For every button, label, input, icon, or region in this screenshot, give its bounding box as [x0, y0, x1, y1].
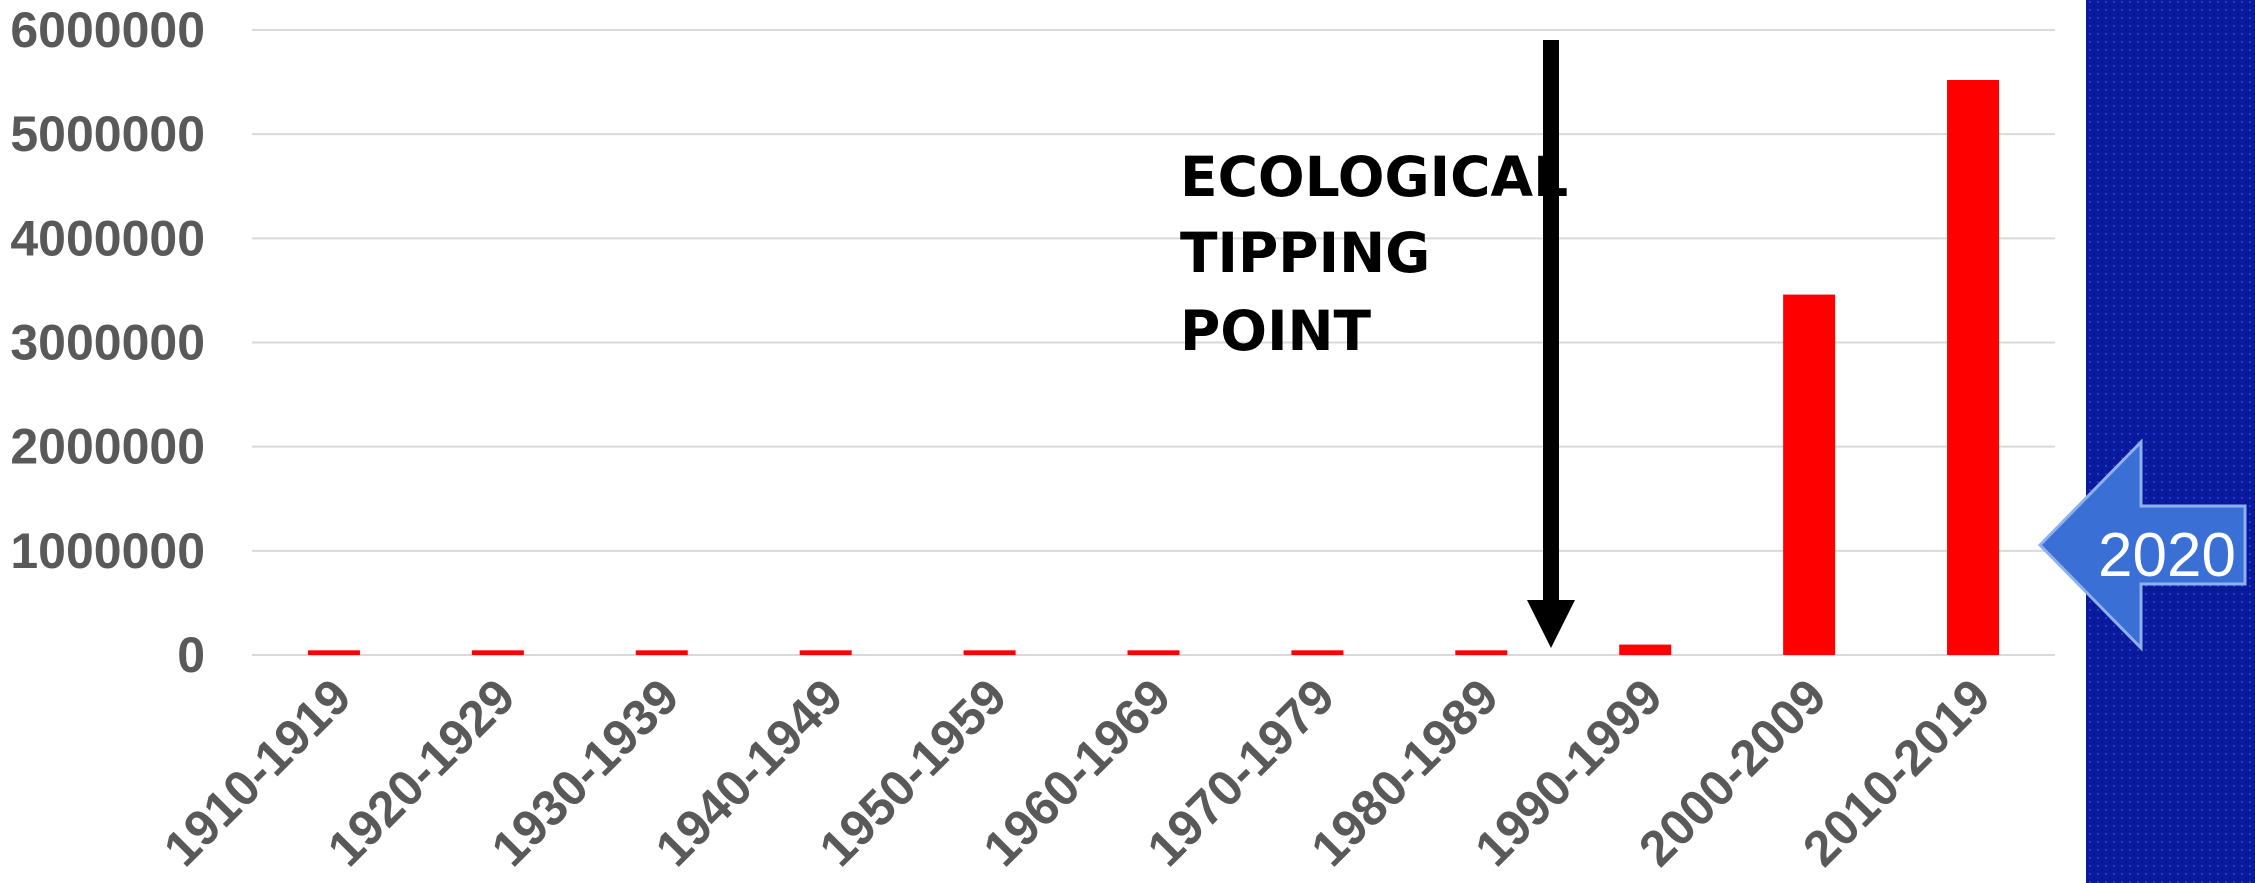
bars — [307, 80, 2000, 655]
year-badge-label: 2020 — [2098, 521, 2236, 590]
bar-1950-1959 — [963, 650, 1016, 655]
tipping-point-annotation: ECOLOGICAL TIPPING POINT — [1180, 40, 1575, 648]
y-tick-label: 6000000 — [10, 2, 205, 58]
annotation-line-1: ECOLOGICAL — [1180, 145, 1568, 209]
annotation-line-2: TIPPING — [1180, 221, 1430, 285]
gridlines — [252, 29, 2055, 656]
bar-1990-1999 — [1619, 644, 1672, 655]
y-tick-label: 0 — [177, 627, 205, 683]
year-badge-arrow — [2037, 438, 2247, 652]
bar-1930-1939 — [635, 650, 688, 655]
y-tick-label: 5000000 — [10, 106, 205, 162]
annotation-line-3: POINT — [1180, 299, 1372, 363]
bar-1920-1929 — [471, 650, 524, 655]
bar-2000-2009 — [1783, 294, 1836, 655]
bar-1940-1949 — [799, 650, 852, 655]
tipping-point-arrow-shaft — [1543, 40, 1559, 605]
bar-2010-2019 — [1947, 80, 2000, 655]
bar-1980-1989 — [1455, 650, 1508, 655]
year-badge: 2020 — [2037, 438, 2247, 652]
bar-1960-1969 — [1127, 650, 1180, 655]
y-axis-ticks: 0 1000000 2000000 3000000 4000000 5000000 6000… — [10, 2, 205, 683]
y-tick-label: 3000000 — [10, 315, 205, 371]
tipping-point-arrow-head — [1527, 600, 1575, 648]
y-tick-label: 2000000 — [10, 419, 205, 475]
bar-1910-1919 — [307, 650, 360, 655]
y-tick-label: 1000000 — [10, 523, 205, 579]
side-panel — [2086, 0, 2255, 883]
x-axis-ticks: 1910-19191920-19291930-19391940-19491950… — [153, 668, 2001, 877]
y-tick-label: 4000000 — [10, 210, 205, 266]
bar-1970-1979 — [1291, 650, 1344, 655]
